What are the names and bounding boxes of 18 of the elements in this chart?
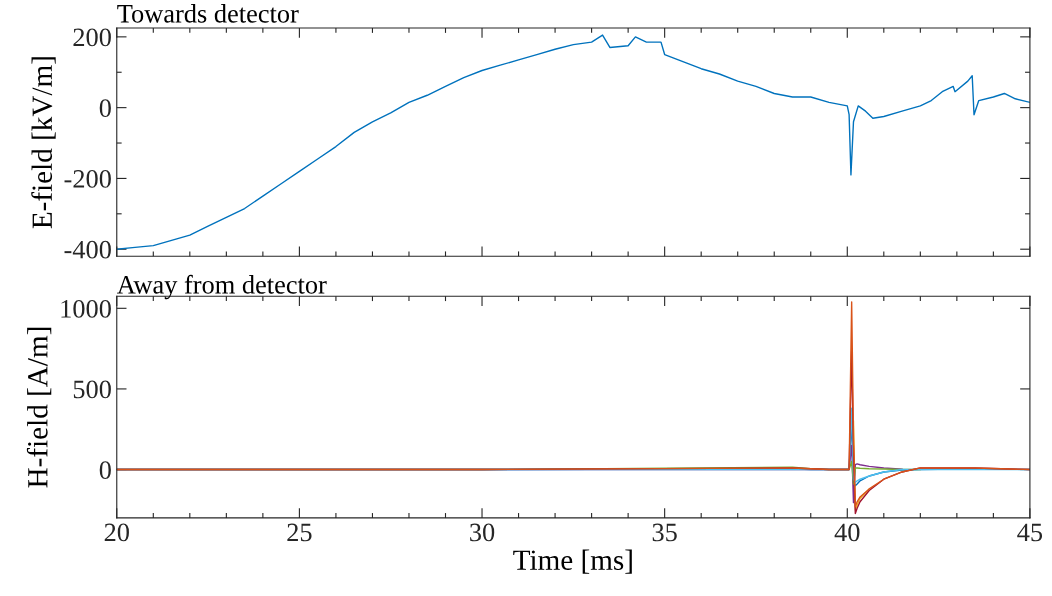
y-tick-label: 1000 [61,299,111,318]
y-axis-title: E-field [kV/m] [31,57,56,229]
y-tick-label: -400 [64,240,111,259]
y-tick-label: 0 [99,99,111,118]
x-tick-label: 40 [834,523,860,542]
y-tick-label: 0 [99,461,111,479]
x-tick-label: 30 [470,523,495,542]
x-axis-title: Time [ms] [513,549,632,574]
x-tick-label: 45 [1017,523,1043,542]
x-tick-label: 20 [104,523,129,542]
x-tick-label: 35 [652,523,677,542]
x-tick-label: 25 [287,523,312,542]
chart-title: Towards detector [117,4,299,23]
y-axis-title: H-field [A/m] [26,327,52,488]
chart-title: Away from detector [117,274,327,300]
y-tick-label: 200 [73,28,111,47]
y-tick-label: -200 [64,170,111,188]
y-tick-label: 500 [73,380,111,399]
